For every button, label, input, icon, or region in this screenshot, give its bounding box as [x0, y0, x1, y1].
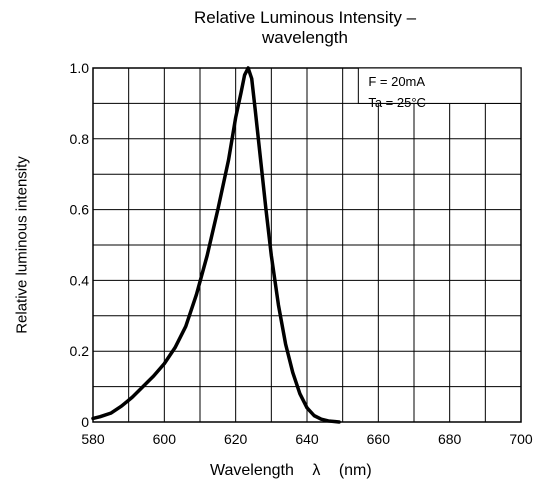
annotation-text: F = 20mA — [368, 74, 425, 89]
y-tick-label: 0.8 — [70, 131, 90, 147]
y-tick-label: 0.4 — [70, 272, 90, 288]
x-axis-label-symbol: λ — [312, 462, 321, 479]
x-tick-label: 600 — [153, 431, 177, 447]
y-tick-label: 0.6 — [70, 202, 90, 218]
y-tick-label: 1.0 — [70, 60, 90, 76]
x-axis-label-unit: (nm) — [338, 462, 372, 479]
y-tick-label: 0.2 — [70, 343, 90, 359]
x-tick-label: 680 — [438, 431, 462, 447]
annotation-text: Ta = 25°C — [368, 95, 426, 110]
x-tick-label: 640 — [295, 431, 319, 447]
annotation-box — [357, 67, 522, 104]
x-axis-label-text: Wavelength — [210, 462, 294, 479]
x-tick-label: 580 — [81, 431, 105, 447]
x-tick-label: 620 — [224, 431, 248, 447]
intensity-curve — [91, 66, 341, 424]
plot-frame — [92, 67, 522, 423]
chart-title-line-1: Relative Luminous Intensity – — [193, 8, 417, 27]
x-tick-label: 660 — [367, 431, 391, 447]
y-tick-label: 0 — [81, 414, 89, 430]
x-axis-label: Wavelength λ (nm) — [210, 462, 386, 480]
chart-title-line-2: wavelength — [261, 28, 348, 47]
x-tick-label: 700 — [509, 431, 533, 447]
